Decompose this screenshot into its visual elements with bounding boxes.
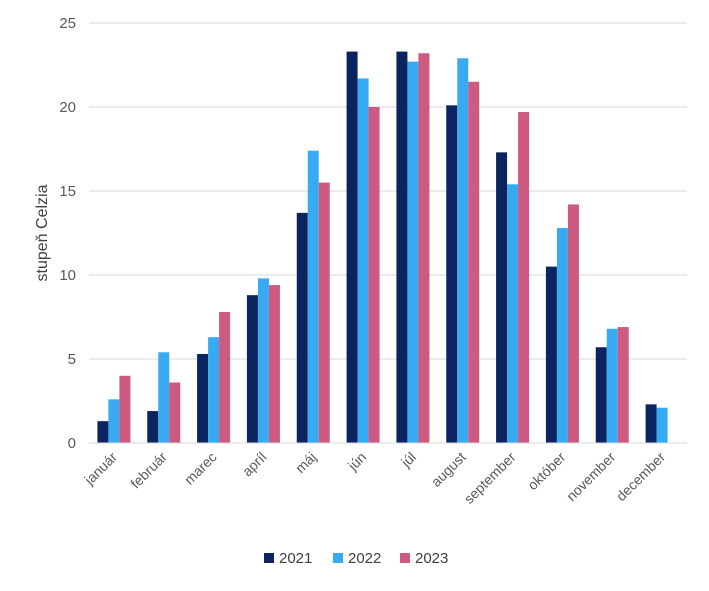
x-category-label: október bbox=[524, 449, 569, 494]
bar-2021-8 bbox=[496, 152, 508, 444]
bar-2021-2 bbox=[197, 353, 209, 443]
y-axis-ticks: 0 5 10 15 20 25 bbox=[59, 15, 76, 452]
bar-2022-8 bbox=[507, 184, 519, 443]
bar-2023-10 bbox=[617, 327, 629, 443]
y-tick-label: 25 bbox=[59, 15, 76, 32]
bar-2022-0 bbox=[108, 399, 120, 443]
bar-2021-5 bbox=[346, 51, 358, 444]
bar-2021-3 bbox=[246, 295, 258, 443]
bar-2023-9 bbox=[567, 204, 579, 443]
x-category-label: január bbox=[80, 449, 120, 489]
bar-2023-8 bbox=[518, 112, 530, 443]
legend-label-2023: 2023 bbox=[415, 550, 448, 567]
bar-2022-1 bbox=[158, 352, 170, 443]
y-tick-label: 10 bbox=[59, 267, 76, 284]
y-tick-label: 20 bbox=[59, 99, 76, 116]
legend-label-2022: 2022 bbox=[348, 550, 381, 567]
bar-2021-11 bbox=[645, 404, 657, 443]
x-category-label: jún bbox=[344, 449, 369, 474]
bar-2021-9 bbox=[545, 266, 557, 443]
bar-2023-1 bbox=[169, 382, 181, 443]
legend-label-2021: 2021 bbox=[279, 550, 312, 567]
bar-2023-2 bbox=[219, 311, 231, 443]
bar-2022-5 bbox=[357, 78, 369, 443]
bar-2021-4 bbox=[296, 212, 308, 443]
legend-swatch-2022 bbox=[333, 553, 343, 563]
y-tick-label: 5 bbox=[68, 351, 76, 368]
bar-2022-4 bbox=[307, 150, 319, 443]
gridlines bbox=[89, 22, 687, 360]
bar-2023-6 bbox=[418, 53, 430, 444]
legend-swatch-2023 bbox=[400, 553, 410, 563]
y-tick-label: 0 bbox=[68, 435, 76, 452]
bar-2022-9 bbox=[556, 227, 568, 443]
x-category-label: november bbox=[563, 449, 619, 505]
bar-2022-11 bbox=[656, 407, 668, 443]
bar-2021-6 bbox=[396, 51, 408, 444]
bar-2023-3 bbox=[268, 285, 280, 443]
x-category-label: apríl bbox=[239, 449, 270, 480]
x-category-label: august bbox=[428, 449, 469, 490]
x-category-label: marec bbox=[181, 449, 220, 488]
x-category-label: máj bbox=[292, 449, 319, 476]
x-category-label: február bbox=[127, 449, 170, 492]
bar-2023-4 bbox=[318, 182, 330, 443]
x-category-label: december bbox=[613, 449, 669, 505]
x-category-label: september bbox=[461, 449, 519, 507]
bar-2022-7 bbox=[457, 58, 469, 443]
x-category-label: júl bbox=[397, 449, 419, 471]
legend: 2021 2022 2023 bbox=[264, 550, 448, 567]
bar-2023-0 bbox=[119, 375, 131, 443]
bar-2022-6 bbox=[407, 61, 419, 443]
bar-2023-5 bbox=[368, 107, 380, 443]
bar-2022-2 bbox=[208, 337, 220, 443]
bar-2021-10 bbox=[595, 347, 607, 443]
bar-2022-3 bbox=[257, 278, 269, 443]
bar-2021-1 bbox=[147, 411, 159, 443]
bar-2021-0 bbox=[97, 421, 109, 443]
bars bbox=[97, 51, 668, 444]
bar-2021-7 bbox=[446, 105, 458, 443]
legend-swatch-2021 bbox=[264, 553, 274, 563]
bar-2023-7 bbox=[468, 81, 480, 444]
y-tick-label: 15 bbox=[59, 183, 76, 200]
x-axis-labels: január február marec apríl máj jún júl augustse… bbox=[80, 449, 668, 507]
y-axis-label: stupeň Celzia bbox=[34, 184, 51, 281]
bar-2022-10 bbox=[606, 328, 618, 443]
